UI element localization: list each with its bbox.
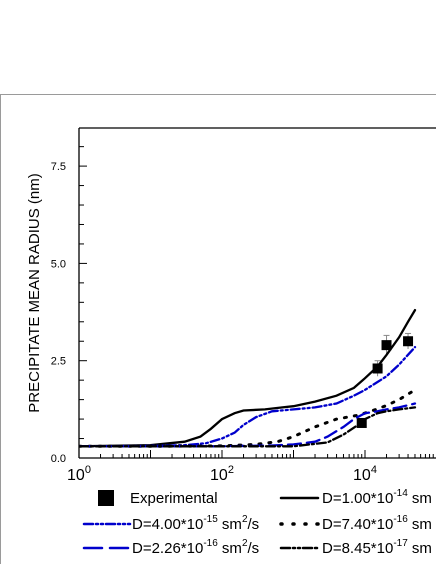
series-line-2: [79, 345, 417, 448]
legend-label: D=8.45*10-17 sm: [322, 538, 432, 557]
legend: Experimental D=1.00*10-14 sm D=4.00*10-15 …: [82, 488, 432, 557]
series-line-5: [79, 406, 417, 448]
y-tick-label: 5.0: [51, 258, 66, 270]
series-line-1: [79, 308, 417, 448]
axes: 0.0 2.5 5.0 7.5 100 102 104: [51, 127, 436, 484]
y-axis-label: PRECIPITATE MEAN RADIUS (nm): [26, 173, 43, 412]
figure-frame: [0, 94, 436, 564]
data-point: [356, 417, 367, 428]
x-tick-label: 104: [353, 464, 377, 484]
legend-label: D=7.40*10-16 sm: [322, 514, 432, 533]
x-tick-label: 100: [67, 464, 91, 484]
y-axis-label-group: PRECIPITATE MEAN RADIUS (nm): [26, 173, 43, 412]
data-point: [381, 340, 392, 351]
data-point: [403, 336, 414, 347]
legend-label: D=1.00*10-14 sm: [322, 488, 432, 507]
legend-label: D=4.00*10-15 sm2/s: [132, 514, 259, 533]
legend-marker: [98, 490, 114, 506]
series-line-4: [79, 402, 417, 448]
legend-label: Experimental: [130, 490, 218, 507]
series-group: [79, 308, 417, 448]
y-tick-label: 2.5: [51, 356, 66, 368]
y-tick-label: 7.5: [51, 161, 66, 173]
y-tick-label: 0.0: [51, 453, 66, 465]
data-point: [372, 363, 383, 374]
x-tick-label: 102: [210, 464, 234, 484]
legend-label: D=2.26*10-16 sm2/s: [132, 538, 259, 557]
